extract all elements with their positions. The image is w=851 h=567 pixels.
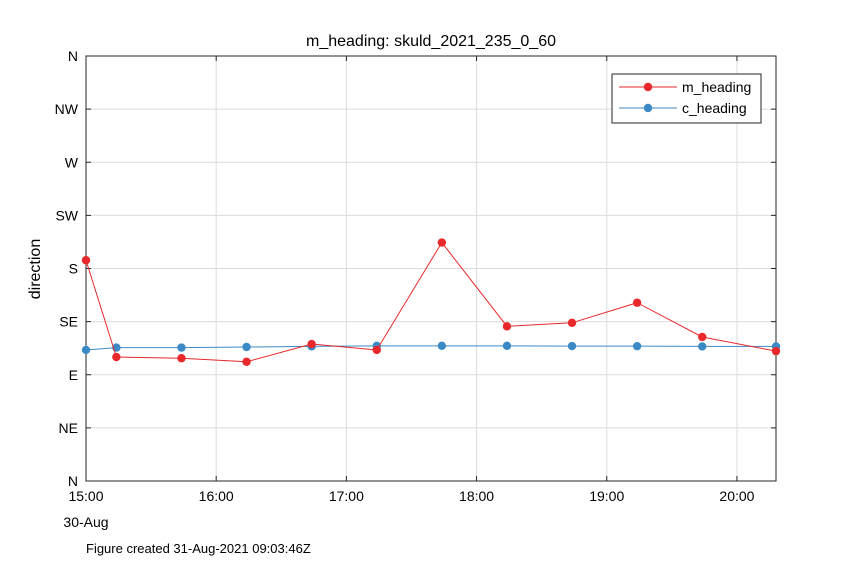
grid-lines: [86, 56, 776, 481]
x-axis-date-label: 30-Aug: [63, 514, 108, 530]
data-point-m-heading: [177, 354, 186, 363]
data-point-m-heading: [632, 298, 642, 307]
x-tick-label: 15:00: [68, 488, 103, 504]
data-point-m-heading: [242, 357, 251, 366]
data-point-c-heading: [177, 343, 186, 352]
y-tick-label: W: [65, 154, 79, 170]
legend-m-heading-marker: [643, 82, 653, 92]
series-lines: [81, 238, 781, 366]
y-tick-label: NW: [55, 101, 79, 117]
legend-c-heading-marker: [643, 103, 653, 113]
series-line-c-heading: [85, 345, 776, 351]
x-tick-label: 17:00: [329, 488, 364, 504]
y-tick-label: N: [68, 473, 78, 489]
data-point-c-heading: [502, 341, 512, 351]
data-point-c-heading: [632, 341, 642, 351]
series-m-heading: [81, 238, 781, 366]
data-point-m-heading: [81, 256, 91, 265]
legend-m-heading-label: m_heading: [682, 79, 751, 95]
data-point-c-heading: [81, 345, 91, 355]
x-tick-label: 20:00: [719, 488, 754, 504]
y-tick-label: N: [68, 48, 78, 64]
chart-title: m_heading: skuld_2021_235_0_60: [306, 33, 556, 50]
data-point-m-heading: [112, 352, 121, 362]
figure-created-note: Figure created 31-Aug-2021 09:03:46Z: [86, 541, 311, 556]
data-point-m-heading: [372, 345, 381, 355]
y-tick-label: NE: [59, 420, 78, 436]
x-tick-label: 18:00: [459, 488, 494, 504]
data-point-c-heading: [437, 341, 447, 351]
data-point-c-heading: [567, 341, 577, 351]
legend: m_heading c_heading: [611, 73, 762, 124]
series-c-heading: [81, 341, 781, 355]
x-tick-label: 16:00: [199, 488, 234, 504]
data-point-m-heading: [567, 318, 577, 328]
legend-box: [611, 73, 762, 124]
series-line-m-heading: [85, 241, 777, 363]
y-tick-label: SE: [59, 314, 78, 330]
data-point-m-heading: [437, 238, 447, 247]
y-axis-label: direction: [27, 239, 44, 299]
data-point-c-heading: [242, 342, 251, 352]
y-tick-label: SW: [55, 207, 78, 223]
data-point-m-heading: [502, 322, 512, 331]
data-point-m-heading: [698, 332, 707, 342]
data-point-c-heading: [698, 342, 707, 351]
y-tick-label: E: [69, 367, 78, 383]
data-point-m-heading: [307, 339, 316, 349]
legend-c-heading-label: c_heading: [682, 100, 747, 116]
x-tick-label: 19:00: [589, 488, 624, 504]
y-tick-label: S: [69, 261, 78, 277]
data-point-m-heading: [771, 346, 781, 356]
